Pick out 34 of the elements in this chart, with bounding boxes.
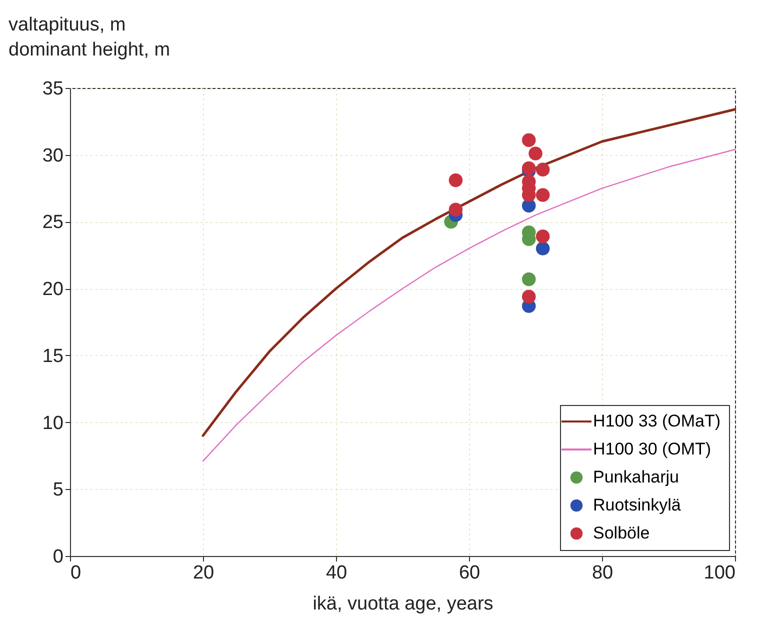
x-tick-label: 0 [70,562,82,584]
line-series [202,108,736,437]
y-tick-label: 25 [42,212,64,234]
x-tick-label: 60 [458,562,480,584]
x-tick-label: 20 [192,562,214,584]
point [522,272,536,286]
legend-label: Punkaharju [593,468,680,486]
y-tick-label: 5 [52,480,64,501]
point [536,242,550,256]
point [536,230,550,244]
x-axis-title: ikä, vuotta age, years [312,594,494,614]
x-tick-label: 40 [326,562,348,584]
y-tick-label: 20 [42,279,64,300]
y-tick-label: 15 [42,346,64,367]
y-tick-label: 0 [52,546,64,568]
point [536,188,550,202]
point [522,290,536,304]
legend-label: H100 30 (OMT) [593,440,712,458]
point [528,146,542,160]
y-axis-title: valtapituus, m dominant height, m [8,14,170,60]
x-tick-label: 80 [592,562,614,584]
point [522,133,536,148]
y-tick-label: 30 [42,145,64,166]
y-tick-label: 35 [42,78,64,100]
point [522,161,536,176]
y-tick-label: 10 [42,412,64,434]
legend-label: Ruotsinkylä [593,496,682,514]
x-tick-label: 100 [704,562,736,584]
point [448,202,463,217]
point [448,173,463,188]
line-series [202,148,736,462]
point [536,162,550,176]
legend-label: Solböle [593,524,650,542]
legend-label: H100 33 (OMaT) [593,412,721,430]
